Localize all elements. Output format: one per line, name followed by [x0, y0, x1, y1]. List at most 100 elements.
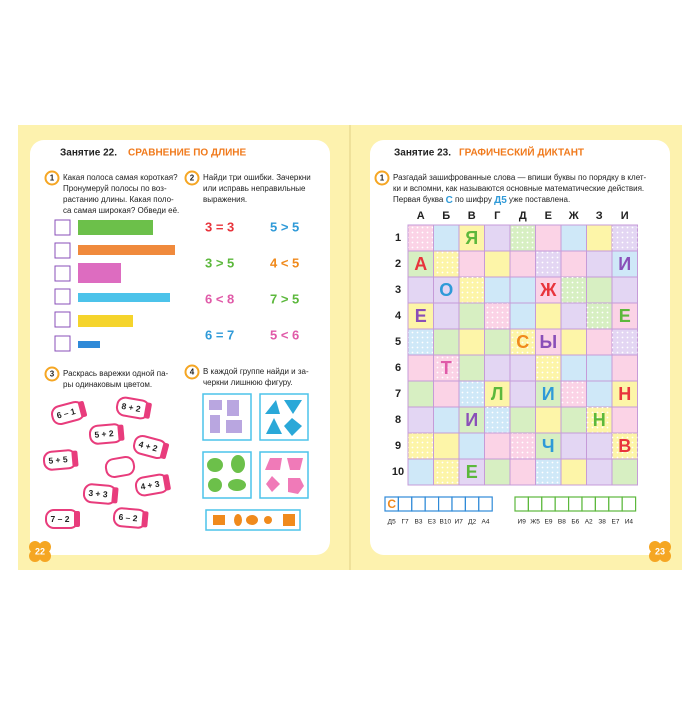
task-badge: [184, 364, 200, 380]
answer-code: А2: [585, 519, 593, 526]
row-label: 1: [395, 232, 401, 244]
row-label: 5: [395, 336, 401, 348]
grid-cell: [586, 328, 613, 356]
mitten-label: 4 + 2: [138, 439, 159, 454]
grid-cell: [560, 354, 587, 382]
grid-cell: [535, 380, 562, 408]
grid-cell: [586, 250, 613, 278]
grid-cell: [611, 302, 638, 330]
instruction: ки и вспомни, как называются основные ма…: [393, 184, 644, 193]
grid-cell-dots: [586, 407, 612, 433]
answer-box: [527, 496, 543, 512]
grid-cell: [433, 380, 460, 408]
instruction: В каждой группе найди и за-: [203, 367, 309, 376]
task-badge: [374, 170, 390, 186]
grid-cell: [586, 224, 613, 252]
grid-cell: [407, 380, 434, 408]
grid-cell: [560, 250, 587, 278]
answer-code: Ж5: [530, 519, 540, 526]
grid-cell: [611, 406, 638, 434]
row-label: 4: [395, 310, 402, 322]
task-badge: [44, 366, 60, 382]
grid-letter: С: [516, 332, 529, 352]
column-label: И: [621, 210, 629, 222]
grid-cell: [586, 276, 613, 304]
column-label: Е: [545, 210, 552, 222]
grid-cell-dots: [459, 277, 485, 303]
mitten: 6 – 2: [112, 507, 149, 529]
grid-cell: [611, 276, 638, 304]
grid-cell: [509, 406, 536, 434]
grid-cell: [560, 224, 587, 252]
grid-cell: [484, 380, 511, 408]
grid-cell: [407, 250, 434, 278]
answer-code: В3: [415, 519, 423, 526]
mitten-cuff: [141, 511, 149, 528]
task-number: 2: [190, 174, 195, 183]
grid-cell: [586, 354, 613, 382]
column-label: Д: [519, 210, 527, 222]
grid-cell-dots: [459, 381, 485, 407]
grid-letter: И: [542, 384, 555, 404]
instruction-part: Д5: [494, 195, 507, 206]
row-label: 10: [392, 466, 404, 478]
mitten: 3 + 3: [82, 483, 119, 505]
mitten-label: 6 – 1: [56, 406, 77, 421]
mitten: 5 + 5: [42, 449, 79, 471]
grid-cell-dots: [612, 225, 638, 251]
grid-cell: [458, 354, 485, 382]
expression: 5 > 5: [270, 219, 299, 234]
grid-cell: [433, 406, 460, 434]
task-number: 3: [50, 370, 55, 379]
grid-cell: [458, 250, 485, 278]
grid-cell: [509, 458, 536, 486]
row-label: 8: [395, 414, 401, 426]
grid-cell: [509, 380, 536, 408]
grid-cell-dots: [561, 381, 587, 407]
grid-cell: [560, 328, 587, 356]
grid-cell: [560, 302, 587, 330]
grid-cell: [509, 354, 536, 382]
expression: 7 > 5: [270, 291, 299, 306]
mitten-label: 7 – 2: [51, 514, 70, 524]
grid-cell: [484, 276, 511, 304]
mitten-cuff: [162, 474, 171, 491]
grid-cell: [586, 458, 613, 486]
grid-letter: Н: [618, 384, 631, 404]
grid-cell: [433, 276, 460, 304]
answer-box: [397, 496, 413, 512]
grid-cell: [484, 432, 511, 460]
column-label: В: [468, 210, 476, 222]
grid-cell: [586, 380, 613, 408]
column-label: З: [596, 210, 603, 222]
grid-letter: И: [465, 410, 478, 430]
grid-cell: [611, 250, 638, 278]
instruction: Найди три ошибки. Зачеркни: [203, 173, 311, 182]
task-badge: [44, 170, 60, 186]
page-badge: [34, 545, 46, 557]
mitten: 6 – 1: [51, 400, 88, 426]
task-number: 1: [380, 174, 385, 183]
mitten-cuff: [117, 424, 125, 441]
answer-code: И4: [625, 519, 634, 526]
answer-code: Б6: [571, 519, 579, 526]
expression: 6 < 8: [205, 291, 234, 306]
instruction-part: по шифру: [453, 195, 494, 204]
row-label: 2: [395, 258, 401, 270]
grid-letter: Л: [491, 384, 504, 404]
instruction: выражения.: [203, 195, 247, 204]
expression: 3 > 5: [205, 255, 234, 270]
grid-cell-dots: [510, 225, 536, 251]
expression: 3 = 3: [205, 219, 234, 234]
expression: 6 = 7: [205, 327, 234, 342]
grid-cell: [433, 224, 460, 252]
instruction: или исправь неправильные: [203, 184, 306, 193]
task-number: 4: [190, 368, 195, 377]
grid-cell: [560, 432, 587, 460]
instruction: Разгадай зашифрованные слова — впиши бук…: [393, 173, 647, 182]
answer-letter: С: [387, 497, 396, 511]
instruction: Первая буква С по шифру Д5 уже поставлен…: [393, 195, 570, 206]
grid-cell: [433, 328, 460, 356]
mitten-label: 6 – 2: [118, 512, 138, 524]
